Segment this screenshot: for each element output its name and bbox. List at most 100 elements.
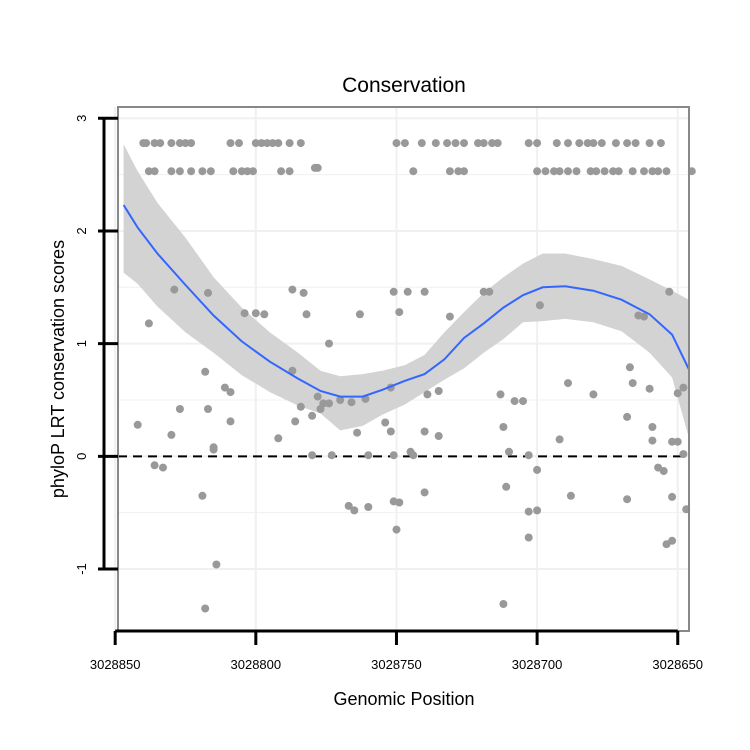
data-point (679, 450, 688, 459)
data-point (285, 167, 294, 176)
data-point (285, 139, 294, 148)
data-point (564, 167, 572, 176)
data-point (533, 167, 542, 176)
data-point (226, 139, 235, 148)
data-point (589, 390, 598, 399)
data-point (325, 339, 333, 348)
data-point (175, 167, 184, 176)
data-point (541, 167, 550, 176)
data-point (524, 139, 533, 148)
data-point (226, 388, 235, 397)
data-point (493, 139, 502, 148)
data-point (347, 398, 356, 407)
data-point (611, 139, 620, 148)
data-point (519, 397, 527, 406)
data-point (257, 139, 266, 148)
data-point (400, 139, 409, 148)
smooth-fit-line (122, 204, 690, 398)
data-point (673, 389, 682, 398)
data-point (679, 383, 688, 392)
data-point (445, 312, 454, 321)
data-point (550, 167, 558, 176)
data-point (350, 506, 359, 515)
data-point (645, 139, 654, 148)
data-point (600, 167, 609, 176)
data-point (142, 139, 151, 148)
data-point (204, 405, 212, 413)
data-point (243, 167, 252, 176)
data-point (260, 310, 269, 319)
data-point (302, 310, 311, 319)
data-point (668, 437, 677, 446)
data-point (460, 139, 468, 148)
x-tick-label: 3028850 (90, 657, 141, 672)
data-point (499, 423, 508, 431)
y-tick-label: -1 (74, 563, 89, 575)
data-point (313, 392, 322, 401)
data-point (434, 432, 443, 440)
data-point (524, 507, 533, 516)
data-point (460, 167, 468, 176)
data-point (235, 139, 243, 148)
data-point (555, 167, 564, 176)
data-point (144, 167, 153, 176)
data-point (423, 390, 432, 399)
data-point (206, 167, 215, 176)
data-point (589, 139, 598, 148)
data-point (648, 436, 657, 445)
data-point (451, 139, 460, 148)
data-point (409, 167, 418, 176)
data-point (240, 309, 249, 318)
confidence-band (123, 144, 690, 439)
data-point (150, 461, 159, 470)
data-point (308, 411, 317, 420)
data-point (474, 139, 482, 148)
data-point (640, 167, 648, 176)
data-point (586, 167, 595, 176)
data-point (631, 139, 640, 148)
data-point (237, 167, 246, 176)
data-point (505, 447, 513, 456)
data-point (659, 467, 668, 475)
chart-title: Conservation (342, 74, 466, 97)
data-point (662, 167, 671, 176)
data-point (479, 287, 488, 296)
data-point (454, 167, 463, 176)
data-point (628, 379, 637, 388)
data-point (336, 396, 345, 404)
data-point (263, 139, 272, 148)
data-point (499, 600, 508, 608)
data-point (485, 287, 494, 296)
data-point (645, 384, 654, 393)
y-tick-label: 2 (74, 227, 89, 234)
data-point (609, 167, 618, 176)
data-point (274, 434, 283, 443)
data-point (395, 308, 404, 317)
data-point (614, 167, 623, 176)
data-point (648, 423, 657, 431)
data-point (524, 533, 533, 542)
data-point (583, 139, 592, 148)
y-axis-label: phyloP LRT conservation scores (48, 240, 68, 498)
data-point (156, 139, 165, 148)
data-point (665, 287, 674, 296)
data-point (434, 387, 443, 395)
data-point (656, 139, 665, 148)
x-axis: 3028850 3028800 3028750 3028700 3028650 (90, 629, 703, 672)
data-point (344, 501, 353, 510)
data-point (420, 488, 429, 497)
y-axis: -1 0 1 2 3 (74, 115, 118, 575)
data-point (533, 506, 542, 515)
data-point (167, 139, 176, 148)
data-point (198, 167, 207, 176)
y-tick-label: 0 (74, 453, 89, 460)
data-point (552, 139, 561, 148)
data-point (212, 560, 221, 569)
data-point (353, 428, 362, 437)
data-points (133, 139, 696, 613)
data-point (403, 287, 412, 296)
data-point (443, 139, 452, 148)
data-point (566, 491, 575, 500)
data-point (167, 167, 176, 176)
